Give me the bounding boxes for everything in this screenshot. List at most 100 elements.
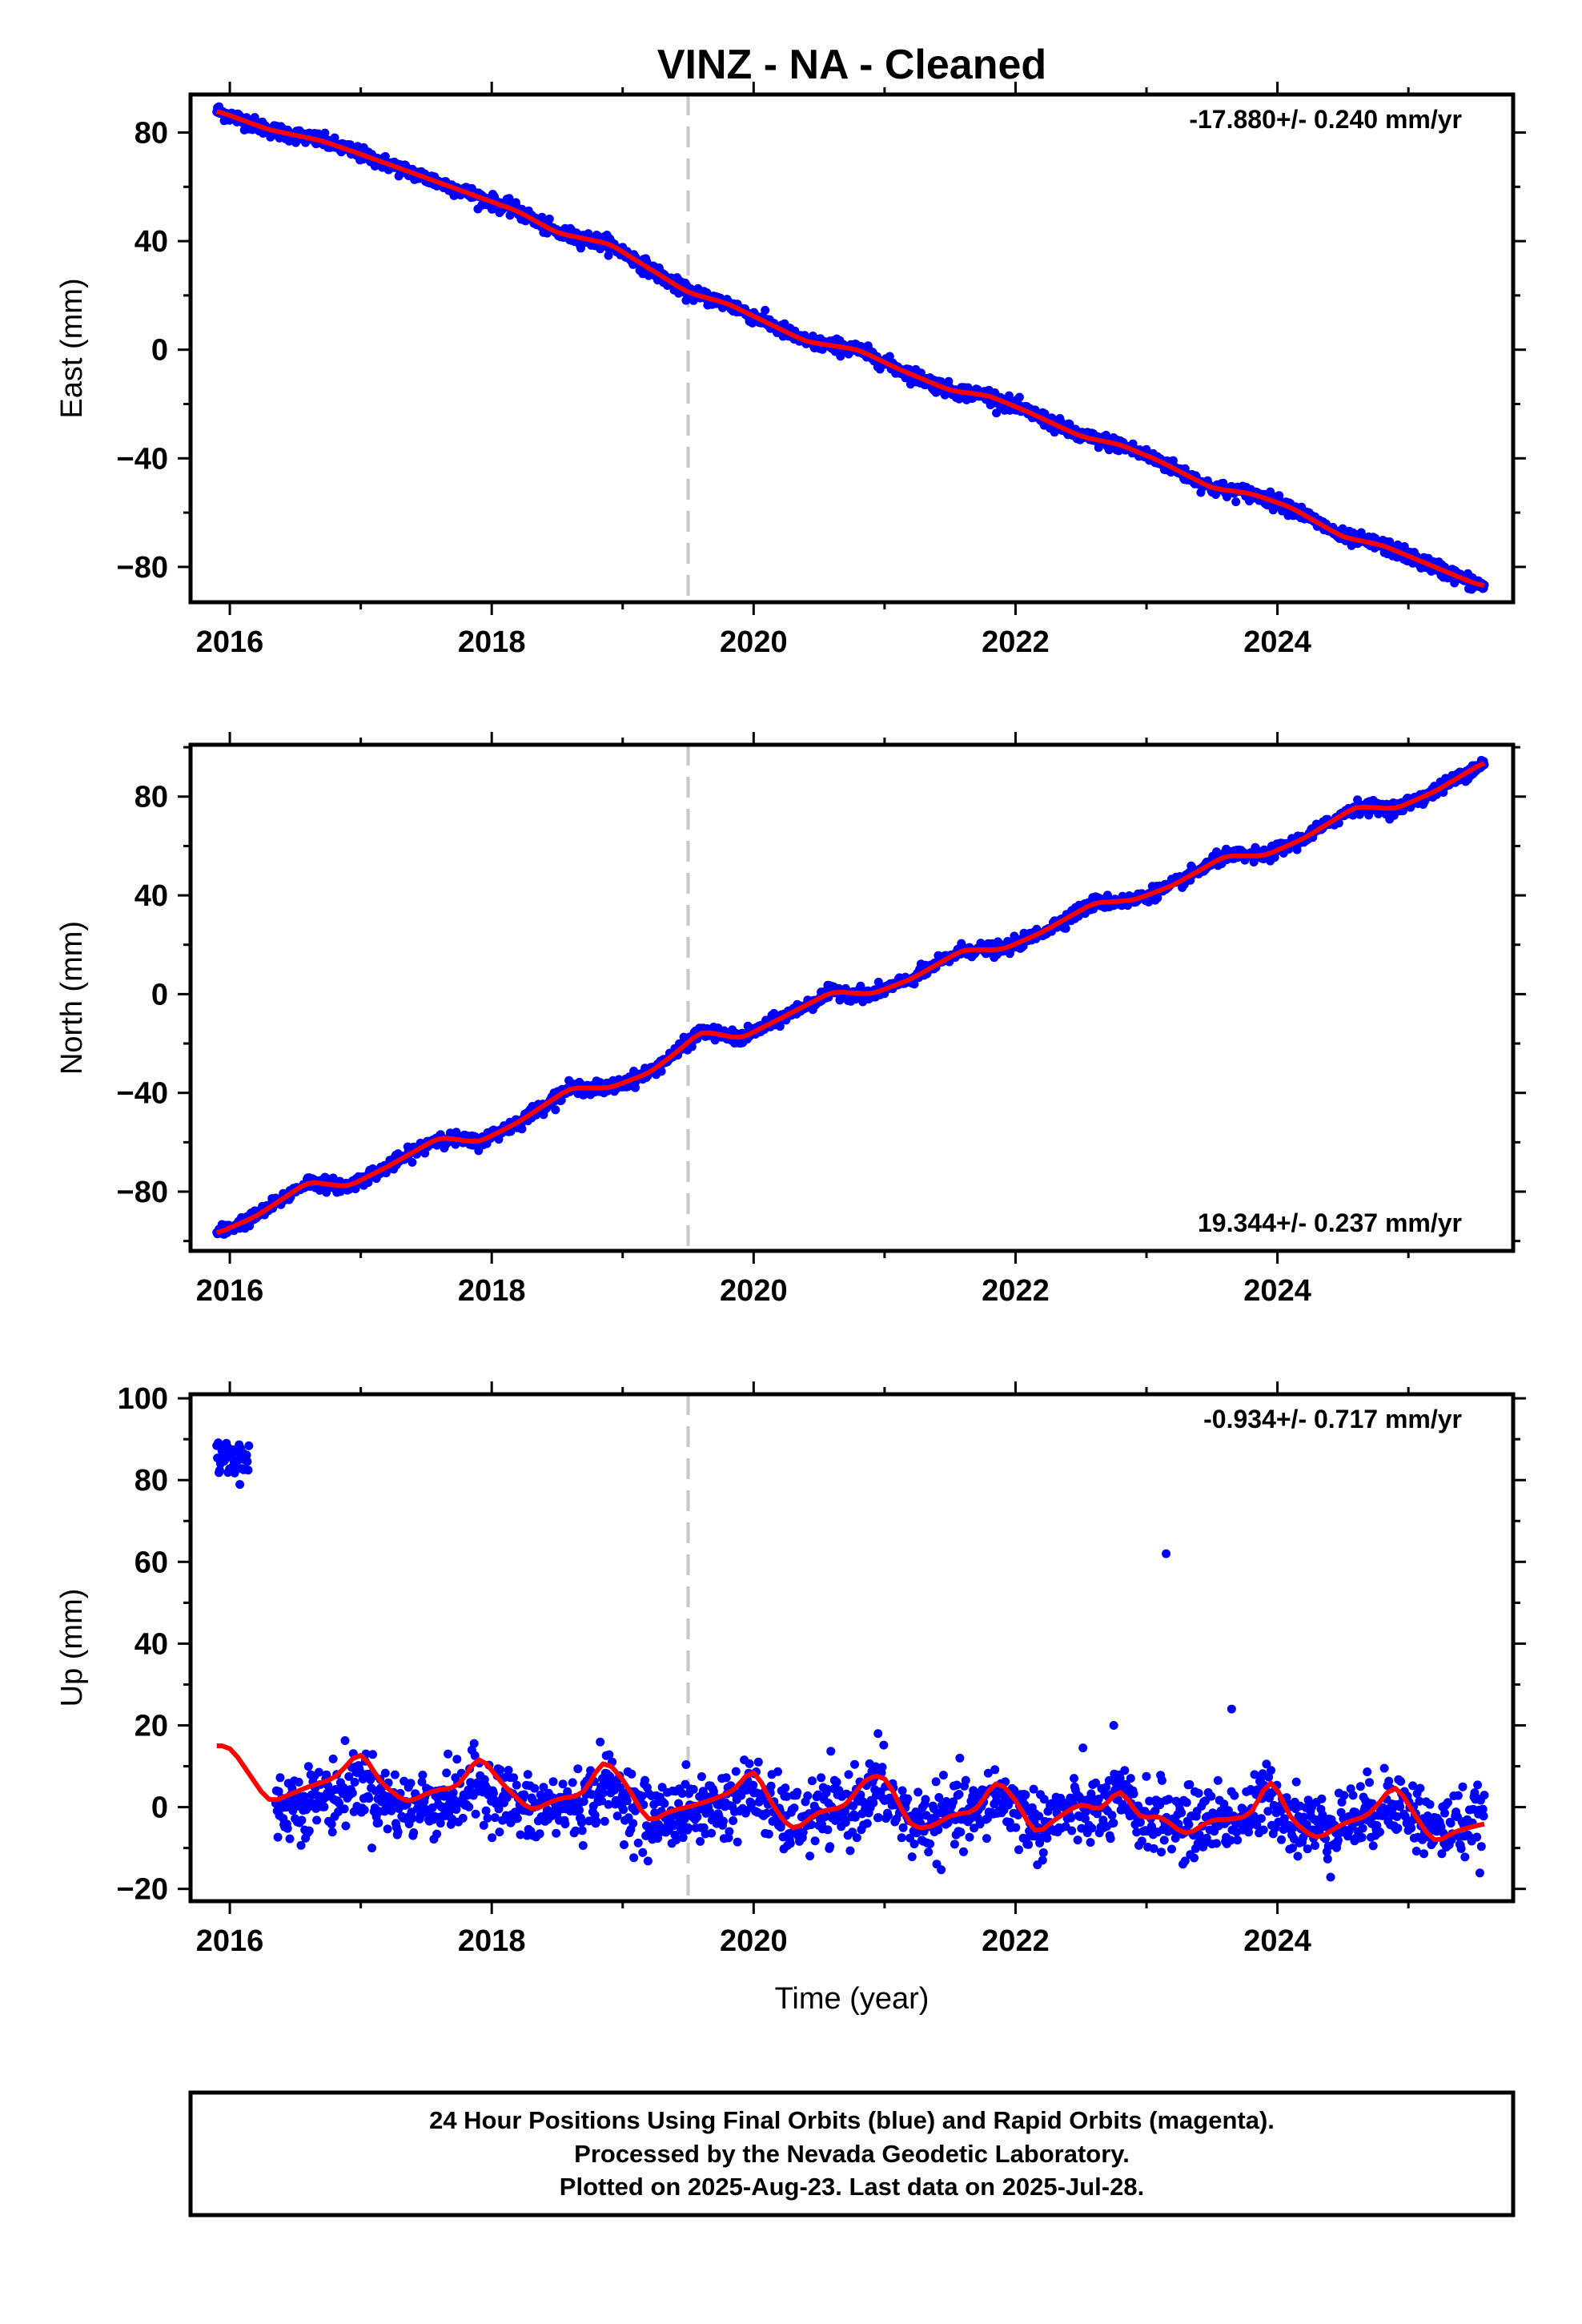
data-point bbox=[294, 1777, 303, 1787]
data-point bbox=[495, 1827, 504, 1837]
data-point bbox=[733, 1837, 742, 1847]
y-tick-label: 80 bbox=[135, 781, 168, 814]
data-point bbox=[1277, 1835, 1286, 1844]
data-point bbox=[504, 194, 514, 203]
data-point bbox=[408, 1814, 417, 1823]
data-point bbox=[1106, 1834, 1115, 1844]
data-point bbox=[841, 1818, 850, 1827]
data-point bbox=[949, 1797, 958, 1807]
data-point bbox=[775, 1022, 785, 1031]
data-point bbox=[344, 1771, 354, 1781]
data-point bbox=[1029, 1784, 1038, 1794]
data-point bbox=[850, 1812, 860, 1822]
data-point bbox=[1353, 795, 1363, 805]
data-point bbox=[1137, 1836, 1146, 1846]
data-point bbox=[1190, 1853, 1199, 1863]
data-point bbox=[234, 1455, 243, 1465]
east-fit-line bbox=[215, 109, 1486, 588]
data-point bbox=[1081, 1807, 1090, 1816]
data-point bbox=[1293, 1852, 1303, 1861]
data-point bbox=[961, 1775, 970, 1785]
data-point bbox=[1087, 1823, 1097, 1833]
data-point bbox=[568, 1778, 577, 1787]
data-point bbox=[1219, 1799, 1229, 1809]
data-point bbox=[903, 1794, 913, 1803]
data-point bbox=[1317, 1794, 1327, 1803]
data-point bbox=[340, 1736, 350, 1745]
data-point bbox=[1256, 1814, 1266, 1823]
data-point bbox=[390, 1770, 400, 1779]
data-point bbox=[1091, 1778, 1100, 1787]
data-point bbox=[1024, 1839, 1034, 1849]
data-point bbox=[898, 1823, 908, 1832]
data-point bbox=[822, 1784, 832, 1794]
data-point bbox=[275, 1773, 285, 1783]
data-point bbox=[1135, 1818, 1145, 1827]
data-point bbox=[368, 1750, 377, 1759]
data-point bbox=[678, 1833, 688, 1843]
north-fit-line bbox=[215, 761, 1486, 1236]
data-point bbox=[1120, 1766, 1130, 1775]
data-point bbox=[432, 1829, 442, 1839]
data-point bbox=[1264, 1772, 1274, 1782]
data-point bbox=[813, 1790, 823, 1799]
data-point bbox=[1102, 1783, 1110, 1792]
data-point bbox=[798, 1827, 808, 1837]
data-point bbox=[552, 1828, 561, 1838]
data-point bbox=[1303, 1795, 1313, 1805]
data-point bbox=[823, 1825, 833, 1835]
data-point bbox=[551, 1105, 560, 1115]
data-point bbox=[312, 1815, 322, 1825]
data-point bbox=[643, 1856, 652, 1866]
x-tick-label: 2020 bbox=[720, 625, 788, 659]
data-point bbox=[965, 1832, 974, 1842]
data-point bbox=[1202, 1833, 1211, 1843]
data-point bbox=[1157, 1775, 1166, 1785]
data-point bbox=[850, 1759, 859, 1769]
data-point bbox=[408, 1157, 417, 1167]
data-point bbox=[766, 1781, 776, 1791]
x-tick-label: 2024 bbox=[1243, 1274, 1311, 1308]
data-point bbox=[558, 1779, 568, 1789]
data-point bbox=[697, 1772, 706, 1781]
data-point bbox=[638, 1848, 648, 1857]
x-tick-label: 2020 bbox=[720, 1274, 788, 1308]
data-point bbox=[633, 1838, 643, 1848]
plot-title: VINZ - NA - Cleaned bbox=[657, 42, 1046, 88]
data-point bbox=[243, 1466, 253, 1475]
data-point bbox=[319, 1802, 329, 1811]
data-point bbox=[762, 1808, 771, 1818]
data-point bbox=[628, 1819, 638, 1828]
data-point bbox=[328, 1754, 338, 1763]
data-point bbox=[926, 1839, 935, 1848]
data-point bbox=[805, 1852, 815, 1861]
data-point bbox=[781, 1783, 790, 1793]
data-point bbox=[721, 1773, 731, 1783]
data-point bbox=[982, 1834, 991, 1844]
data-point bbox=[1323, 1854, 1332, 1864]
data-point bbox=[1259, 1825, 1268, 1835]
data-point bbox=[934, 1793, 944, 1802]
data-point bbox=[806, 1819, 816, 1829]
data-point bbox=[921, 1795, 930, 1804]
data-point bbox=[954, 1790, 964, 1799]
data-point bbox=[481, 1806, 491, 1815]
data-point bbox=[512, 1780, 521, 1790]
east-rate-label: -17.880+/- 0.240 mm/yr bbox=[1189, 105, 1462, 134]
data-point bbox=[1159, 1835, 1169, 1845]
data-point bbox=[627, 1769, 636, 1779]
data-point bbox=[1252, 1820, 1262, 1830]
data-point bbox=[1262, 1759, 1271, 1769]
data-point bbox=[1326, 1872, 1335, 1882]
y-tick-label: −80 bbox=[117, 551, 168, 585]
data-point bbox=[464, 1802, 474, 1811]
data-point bbox=[548, 1777, 558, 1787]
data-point bbox=[696, 1836, 705, 1846]
x-tick-label: 2024 bbox=[1243, 625, 1311, 659]
up-points bbox=[212, 1438, 1489, 1882]
data-point bbox=[773, 1767, 782, 1776]
data-point bbox=[909, 1839, 919, 1849]
data-point bbox=[458, 1813, 468, 1823]
data-point bbox=[826, 1747, 836, 1756]
